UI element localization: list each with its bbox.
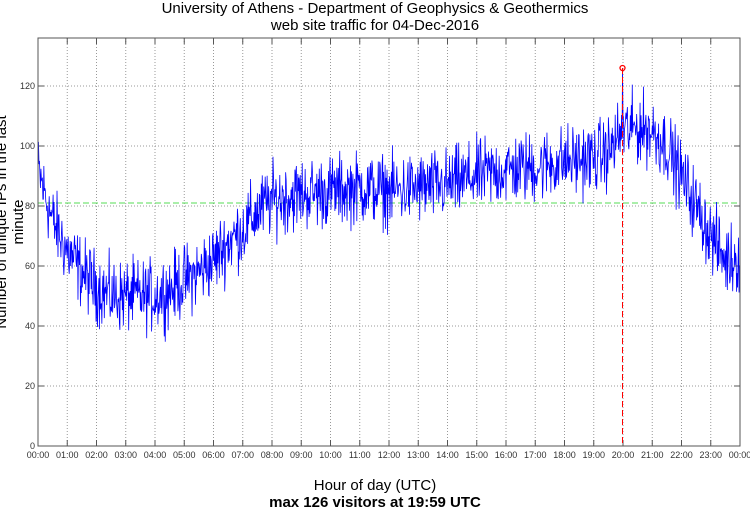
x-tick-label: 11:00 <box>349 450 371 460</box>
x-tick-label: 16:00 <box>495 450 518 460</box>
x-tick-label: 05:00 <box>173 450 196 460</box>
x-tick-label: 03:00 <box>114 450 137 460</box>
y-tick-label: 80 <box>25 201 35 211</box>
y-tick-label: 0 <box>30 441 35 451</box>
x-tick-label: 23:00 <box>699 450 722 460</box>
chart-title: University of Athens - Department of Geo… <box>161 0 589 17</box>
y-tick-label: 100 <box>20 141 35 151</box>
x-tick-label: 20:00 <box>612 450 635 460</box>
x-tick-label: 06:00 <box>202 450 225 460</box>
x-tick-label: 21:00 <box>641 450 664 460</box>
chart-subtitle: web site traffic for 04-Dec-2016 <box>270 17 480 34</box>
x-tick-label: 08:00 <box>261 450 284 460</box>
x-tick-label: 02:00 <box>85 450 108 460</box>
traffic-series-line <box>37 67 740 342</box>
x-tick-label: 22:00 <box>670 450 693 460</box>
y-tick-label: 20 <box>25 381 35 391</box>
x-tick-label: 04:00 <box>144 450 167 460</box>
x-tick-label: 12:00 <box>378 450 401 460</box>
plot-frame <box>37 37 741 447</box>
y-tick-label: 60 <box>25 261 35 271</box>
y-tick-label: 40 <box>25 321 35 331</box>
x-tick-label: 18:00 <box>553 450 576 460</box>
x-tick-label: 13:00 <box>407 450 430 460</box>
x-tick-label: 07:00 <box>231 450 254 460</box>
x-tick-label: 00:00 <box>27 450 50 460</box>
x-tick-label: 14:00 <box>436 450 459 460</box>
y-tick-label: 120 <box>20 81 35 91</box>
x-tick-label: 17:00 <box>524 450 547 460</box>
max-visitors-note: max 126 visitors at 19:59 UTC <box>269 494 481 511</box>
x-tick-label: 01:00 <box>56 450 79 460</box>
x-tick-label: 10:00 <box>319 450 342 460</box>
x-axis-label: Hour of day (UTC) <box>313 477 437 494</box>
x-tick-label: 19:00 <box>582 450 605 460</box>
x-tick-label: 09:00 <box>290 450 313 460</box>
max-marker-point <box>619 64 626 72</box>
x-tick-label: 00:00 <box>729 450 750 460</box>
x-tick-label: 15:00 <box>465 450 488 460</box>
